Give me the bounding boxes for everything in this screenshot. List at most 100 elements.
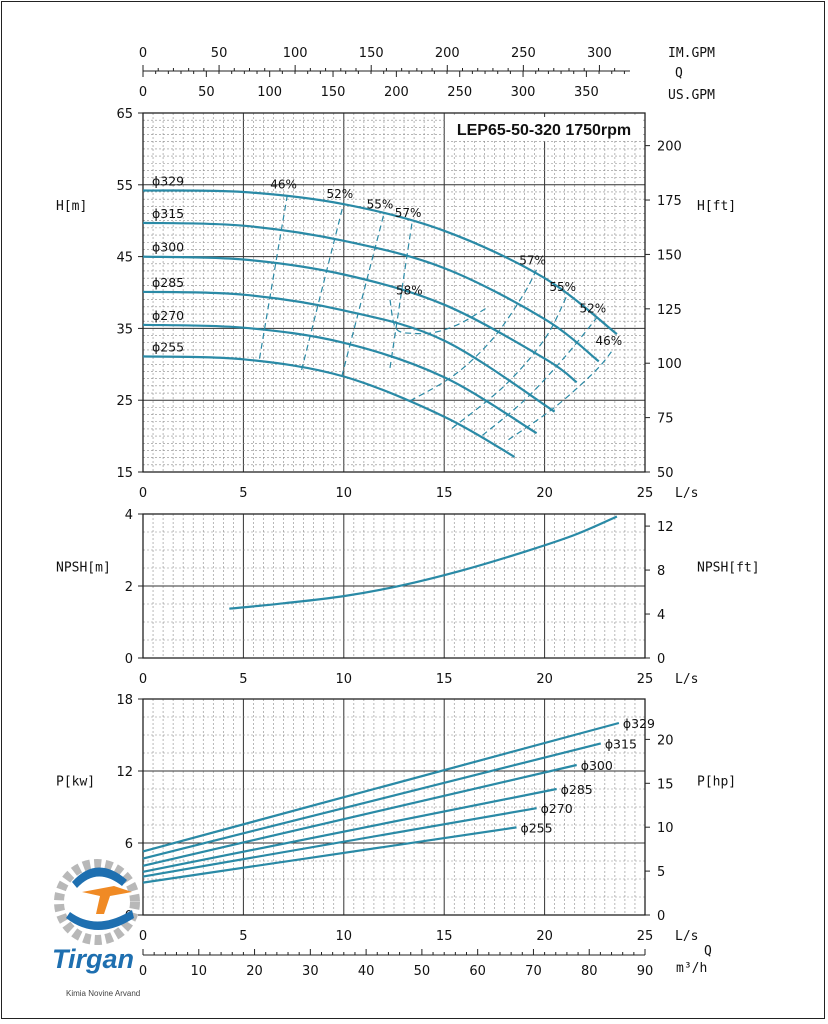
bottom-axis-label: m³/h xyxy=(676,961,707,976)
bottom-tick-label: 70 xyxy=(525,964,542,979)
x-tick-label: 25 xyxy=(637,486,654,501)
title-box xyxy=(447,117,641,141)
x-tick-label: 15 xyxy=(436,672,453,687)
x-tick-label: 10 xyxy=(336,929,353,944)
y2-tick-label: 4 xyxy=(657,608,665,623)
efficiency-label: 58% xyxy=(396,284,423,298)
y-tick-label: 65 xyxy=(116,107,133,122)
y2-tick-label: 10 xyxy=(657,821,674,836)
series-label: ϕ329 xyxy=(623,716,655,731)
top-tick-label: 150 xyxy=(359,46,384,61)
x-tick-label: 0 xyxy=(139,672,147,687)
y-tick-label: 0 xyxy=(125,652,133,667)
y2-tick-label: 75 xyxy=(657,412,674,427)
tirgan-logo: Tirgan Kimia Novine Arvand xyxy=(52,859,140,998)
y-tick-label: 2 xyxy=(125,580,133,595)
bottom-tick-label: 30 xyxy=(302,964,319,979)
chart-title: LEP65-50-320 1750rpm xyxy=(457,122,631,139)
bottom-tick-label: 50 xyxy=(414,964,431,979)
y2-tick-label: 20 xyxy=(657,733,674,748)
y2-axis-label: P[hp] xyxy=(697,774,736,789)
top-axis-label: IM.GPM xyxy=(668,46,715,61)
series-label: ϕ270 xyxy=(541,801,573,816)
top-axis-label: US.GPM xyxy=(668,88,715,103)
series-label: ϕ315 xyxy=(605,736,637,751)
x-axis-label: L/s xyxy=(675,672,698,687)
y2-tick-label: 150 xyxy=(657,248,682,263)
y-tick-label: 12 xyxy=(116,765,133,780)
series-line xyxy=(142,221,600,363)
x-tick-label: 20 xyxy=(536,672,553,687)
top-tick-label: 200 xyxy=(435,46,460,61)
series-label: ϕ315 xyxy=(152,206,184,221)
series-line xyxy=(142,355,516,458)
efficiency-line xyxy=(508,349,614,441)
top-tick-label: 350 xyxy=(574,85,599,100)
top-tick-label: 250 xyxy=(511,46,536,61)
y2-tick-label: 175 xyxy=(657,194,682,209)
y-tick-label: 6 xyxy=(125,837,133,852)
plot-border xyxy=(142,698,646,916)
efficiency-line xyxy=(409,269,538,402)
logo-name: Tirgan xyxy=(52,944,134,974)
series-line xyxy=(142,189,618,335)
efficiency-line xyxy=(301,202,345,371)
y2-tick-label: 0 xyxy=(657,652,665,667)
series-line xyxy=(142,826,517,884)
efficiency-label: 52% xyxy=(326,187,353,201)
x-tick-label: 15 xyxy=(436,929,453,944)
x-tick-label: 25 xyxy=(637,929,654,944)
series-label: ϕ285 xyxy=(561,782,593,797)
top-tick-label: 200 xyxy=(384,85,409,100)
y-tick-label: 45 xyxy=(116,251,133,266)
series-line xyxy=(142,290,556,413)
series-label: ϕ300 xyxy=(152,240,184,255)
series-label: ϕ285 xyxy=(152,275,184,290)
y-tick-label: 55 xyxy=(116,179,133,194)
efficiency-line xyxy=(482,317,598,436)
x-tick-label: 20 xyxy=(536,486,553,501)
bottom-tick-label: 0 xyxy=(139,964,147,979)
y2-tick-label: 100 xyxy=(657,357,682,372)
efficiency-line xyxy=(389,222,413,368)
efficiency-line xyxy=(341,213,385,377)
efficiency-label: 57% xyxy=(519,254,546,268)
y2-tick-label: 15 xyxy=(657,777,674,792)
top-tick-label: 100 xyxy=(283,46,308,61)
efficiency-label: 46% xyxy=(596,334,623,348)
bottom-tick-label: 60 xyxy=(469,964,486,979)
efficiency-label: 52% xyxy=(579,302,606,316)
y-tick-label: 35 xyxy=(116,322,133,337)
y2-axis-label: H[ft] xyxy=(697,199,736,214)
top-tick-label: 100 xyxy=(257,85,282,100)
x-tick-label: 15 xyxy=(436,486,453,501)
top-tick-label: 300 xyxy=(511,85,536,100)
top-tick-label: 300 xyxy=(587,46,612,61)
x-tick-label: 5 xyxy=(239,486,247,501)
y-tick-label: 25 xyxy=(116,394,133,409)
x-tick-label: 5 xyxy=(239,672,247,687)
x-tick-label: 10 xyxy=(336,486,353,501)
series-label: ϕ255 xyxy=(152,339,184,354)
efficiency-line xyxy=(258,193,289,359)
top-axis-label: Q xyxy=(675,66,683,81)
y2-tick-label: 50 xyxy=(657,466,674,481)
series-label: ϕ300 xyxy=(581,758,613,773)
y-axis-label: NPSH[m] xyxy=(56,561,111,576)
x-tick-label: 5 xyxy=(239,929,247,944)
series-line xyxy=(142,721,620,853)
bottom-tick-label: 10 xyxy=(191,964,208,979)
head-chart: 0 5 10 15 20 25 L/s 15 25 35 45 55 65 50 75 100 125 150 17… xyxy=(56,46,736,501)
top-tick-label: 50 xyxy=(198,85,215,100)
x-tick-label: 20 xyxy=(536,929,553,944)
x-axis-label: L/s xyxy=(675,486,698,501)
power-chart: 0 5 10 15 20 25 L/s 0 6 12 18 0 5 10 15 20 P[kw] P[hp] ϕ32… xyxy=(56,693,736,979)
y2-tick-label: 125 xyxy=(657,303,682,318)
efficiency-label: 57% xyxy=(395,206,422,220)
efficiency-label: 55% xyxy=(367,198,394,212)
series-line xyxy=(142,323,538,435)
y-tick-label: 18 xyxy=(116,693,133,708)
logo-subtitle: Kimia Novine Arvand xyxy=(66,989,140,998)
x-axis-label: L/s xyxy=(675,929,698,944)
